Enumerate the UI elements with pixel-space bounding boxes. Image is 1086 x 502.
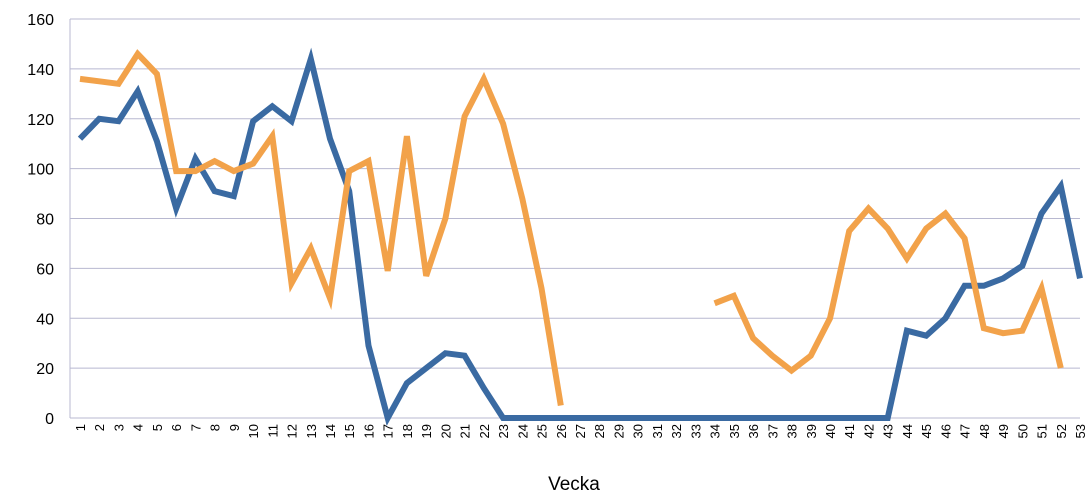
x-tick-label: 22	[477, 424, 492, 438]
x-tick-label: 25	[535, 424, 550, 438]
x-tick-label: 43	[881, 424, 896, 438]
x-tick-label: 10	[246, 424, 261, 438]
gridlines	[70, 18, 1080, 419]
y-tick-label: 40	[36, 311, 54, 328]
y-tick-label: 120	[27, 112, 54, 129]
x-tick-label: 45	[919, 424, 934, 438]
x-axis-title: Vecka	[548, 474, 600, 495]
x-tick-label: 36	[746, 424, 761, 438]
x-tick-label: 21	[458, 424, 473, 438]
x-tick-label: 37	[765, 424, 780, 438]
y-tick-labels: 0 20 40 60 80 100 120 140 160	[27, 12, 54, 428]
y-tick-label: 80	[36, 212, 54, 229]
x-tick-label: 34	[708, 424, 723, 438]
x-tick-label: 19	[419, 424, 434, 438]
x-tick-label: 5	[150, 424, 165, 431]
x-tick-label: 2	[92, 424, 107, 431]
x-tick-label: 17	[381, 424, 396, 438]
x-tick-label: 52	[1054, 424, 1069, 438]
x-tick-label: 49	[996, 424, 1011, 438]
x-tick-label: 53	[1073, 424, 1086, 438]
x-tick-label: 27	[573, 424, 588, 438]
x-tick-label: 9	[227, 424, 242, 431]
x-tick-label: 31	[650, 424, 665, 438]
x-tick-label: 29	[611, 424, 626, 438]
x-tick-label: 15	[342, 424, 357, 438]
y-tick-label: 140	[27, 62, 54, 79]
x-tick-label: 40	[823, 424, 838, 438]
x-tick-label: 48	[977, 424, 992, 438]
x-tick-label: 33	[688, 424, 703, 438]
x-tick-label: 11	[265, 424, 280, 438]
x-tick-label: 30	[631, 424, 646, 438]
series-line-1	[77, 47, 1083, 427]
x-tick-labels: 1 2 3 4 5 6 7 8 9 10 11 12 13 14 15 16 17 18 19 20 21 22 23 24 2…	[73, 424, 1086, 438]
x-tick-label: 3	[111, 424, 126, 431]
x-tick-label: 41	[842, 424, 857, 438]
x-tick-label: 20	[438, 424, 453, 438]
x-tick-label: 32	[669, 424, 684, 438]
x-tick-label: 23	[496, 424, 511, 438]
x-tick-label: 35	[727, 424, 742, 438]
x-tick-label: 39	[804, 424, 819, 438]
y-tick-label: 60	[36, 261, 54, 278]
x-tick-label: 1	[73, 424, 88, 431]
x-tick-label: 4	[131, 424, 146, 431]
x-tick-label: 6	[169, 424, 184, 431]
x-tick-label: 44	[900, 424, 915, 438]
x-tick-label: 38	[785, 424, 800, 438]
y-tick-label: 100	[27, 162, 54, 179]
x-tick-label: 16	[361, 424, 376, 438]
series-lines	[77, 47, 1083, 427]
x-tick-label: 50	[1015, 424, 1030, 438]
x-tick-label: 18	[400, 424, 415, 438]
x-tick-label: 51	[1035, 424, 1050, 438]
x-tick-label: 13	[304, 424, 319, 438]
x-tick-label: 14	[323, 424, 338, 438]
y-tick-label: 0	[45, 411, 54, 428]
x-tick-label: 26	[554, 424, 569, 438]
x-tick-label: 28	[592, 424, 607, 438]
x-tick-label: 42	[861, 424, 876, 438]
x-tick-label: 46	[938, 424, 953, 438]
x-tick-label: 24	[515, 424, 530, 438]
x-tick-label: 47	[958, 424, 973, 438]
series-line-2	[713, 204, 1064, 375]
y-tick-label: 160	[27, 12, 54, 29]
y-tick-label: 20	[36, 361, 54, 378]
x-tick-label: 7	[188, 424, 203, 431]
x-tick-label: 8	[208, 424, 223, 431]
x-tick-label: 12	[285, 424, 300, 438]
series-line-2	[79, 49, 564, 406]
